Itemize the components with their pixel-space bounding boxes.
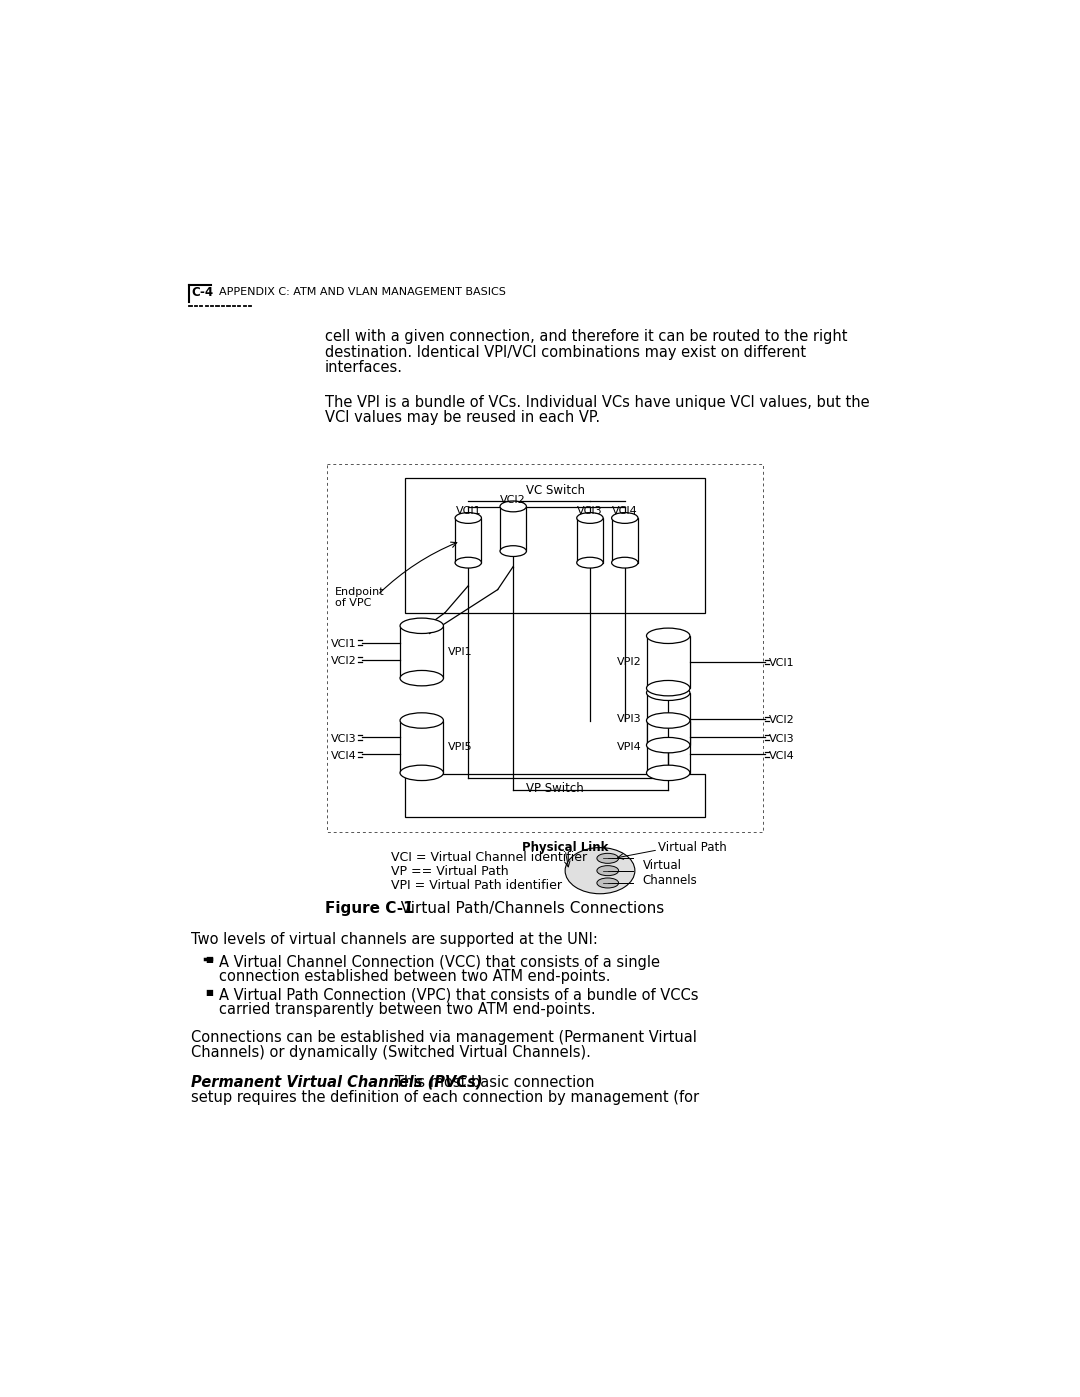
Ellipse shape — [577, 557, 603, 569]
Text: VCI1: VCI1 — [769, 658, 795, 668]
Bar — [405, 774, 705, 817]
Text: This most basic connection: This most basic connection — [381, 1074, 595, 1090]
Text: carried transparently between two ATM end-points.: carried transparently between two ATM en… — [218, 1002, 595, 1017]
Bar — [500, 507, 526, 550]
Text: VPI1: VPI1 — [448, 647, 473, 657]
Bar — [405, 478, 705, 613]
Text: Figure C-1: Figure C-1 — [325, 901, 414, 916]
Bar — [647, 693, 690, 745]
Text: of VPC: of VPC — [335, 598, 372, 608]
Bar — [400, 626, 444, 678]
Text: VCI4: VCI4 — [612, 507, 637, 517]
Text: destination. Identical VPI/VCI combinations may exist on different: destination. Identical VPI/VCI combinati… — [325, 345, 806, 360]
Bar — [455, 518, 482, 563]
Text: VCI4: VCI4 — [769, 750, 795, 760]
Text: VCI2: VCI2 — [769, 715, 795, 725]
Text: VPI3: VPI3 — [618, 714, 642, 724]
Text: VCI2: VCI2 — [332, 655, 356, 666]
Text: VPI = Virtual Path identifier: VPI = Virtual Path identifier — [391, 879, 562, 893]
Text: A Virtual Path Connection (VPC) that consists of a bundle of VCCs: A Virtual Path Connection (VPC) that con… — [218, 988, 698, 1003]
Text: VCI3: VCI3 — [332, 733, 356, 743]
Ellipse shape — [647, 766, 690, 781]
Text: ■: ■ — [205, 956, 213, 964]
Text: setup requires the definition of each connection by management (for: setup requires the definition of each co… — [191, 1090, 699, 1105]
Text: Channels) or dynamically (Switched Virtual Channels).: Channels) or dynamically (Switched Virtu… — [191, 1045, 591, 1060]
Ellipse shape — [647, 685, 690, 700]
Text: VCI values may be reused in each VP.: VCI values may be reused in each VP. — [325, 411, 600, 425]
Text: VCI3: VCI3 — [769, 733, 795, 743]
Text: VPI5: VPI5 — [448, 742, 473, 752]
Text: VP Switch: VP Switch — [526, 782, 584, 795]
Text: APPENDIX C: ATM AND VLAN MANAGEMENT BASICS: APPENDIX C: ATM AND VLAN MANAGEMENT BASI… — [218, 286, 505, 298]
Ellipse shape — [597, 854, 619, 863]
Ellipse shape — [400, 766, 444, 781]
Text: Virtual Path: Virtual Path — [658, 841, 727, 854]
Bar — [400, 721, 444, 773]
Text: connection established between two ATM end-points.: connection established between two ATM e… — [218, 970, 610, 985]
Text: ■: ■ — [205, 988, 213, 996]
Text: Permanent Virtual Channels (PVCs): Permanent Virtual Channels (PVCs) — [191, 1074, 483, 1090]
Bar — [647, 721, 690, 773]
Ellipse shape — [597, 877, 619, 888]
Text: VCI1: VCI1 — [332, 638, 356, 648]
Text: VP == Virtual Path: VP == Virtual Path — [391, 865, 509, 879]
Text: The VPI is a bundle of VCs. Individual VCs have unique VCI values, but the: The VPI is a bundle of VCs. Individual V… — [325, 395, 869, 409]
Text: C-4: C-4 — [191, 286, 214, 299]
Ellipse shape — [565, 848, 635, 894]
Text: A Virtual Channel Connection (VCC) that consists of a single: A Virtual Channel Connection (VCC) that … — [218, 956, 660, 971]
Ellipse shape — [611, 513, 638, 524]
Ellipse shape — [647, 680, 690, 696]
Ellipse shape — [400, 617, 444, 633]
Ellipse shape — [500, 502, 526, 511]
Text: Virtual
Channels: Virtual Channels — [643, 859, 698, 887]
Ellipse shape — [647, 629, 690, 644]
Ellipse shape — [400, 712, 444, 728]
Bar — [577, 518, 603, 563]
Text: VPI4: VPI4 — [617, 742, 642, 752]
Text: Virtual Path/Channels Connections: Virtual Path/Channels Connections — [391, 901, 664, 916]
Text: VCI = Virtual Channel identifier: VCI = Virtual Channel identifier — [391, 851, 586, 865]
Ellipse shape — [597, 866, 619, 876]
Ellipse shape — [500, 546, 526, 556]
Text: Two levels of virtual channels are supported at the UNI:: Two levels of virtual channels are suppo… — [191, 932, 597, 947]
Text: Endpoint: Endpoint — [335, 587, 384, 598]
Text: VCI1: VCI1 — [456, 507, 481, 517]
Ellipse shape — [611, 557, 638, 569]
Text: VCI2: VCI2 — [500, 495, 526, 504]
Ellipse shape — [577, 513, 603, 524]
Text: Connections can be established via management (Permanent Virtual: Connections can be established via manag… — [191, 1030, 697, 1045]
Ellipse shape — [647, 712, 690, 728]
Bar — [647, 636, 690, 689]
Ellipse shape — [400, 671, 444, 686]
Text: VCI4: VCI4 — [332, 750, 356, 760]
Text: VPI2: VPI2 — [617, 657, 642, 666]
Ellipse shape — [647, 738, 690, 753]
Bar — [327, 464, 762, 833]
Text: VC Switch: VC Switch — [526, 485, 584, 497]
Ellipse shape — [455, 513, 482, 524]
Text: cell with a given connection, and therefore it can be routed to the right: cell with a given connection, and theref… — [325, 330, 848, 344]
Text: Physical Link: Physical Link — [522, 841, 608, 854]
Ellipse shape — [455, 557, 482, 569]
Text: interfaces.: interfaces. — [325, 360, 403, 376]
Bar — [611, 518, 638, 563]
Text: VCI3: VCI3 — [577, 507, 603, 517]
